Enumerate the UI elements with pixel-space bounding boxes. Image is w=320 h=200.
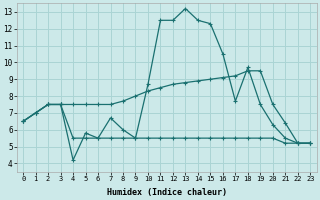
X-axis label: Humidex (Indice chaleur): Humidex (Indice chaleur) xyxy=(107,188,227,197)
